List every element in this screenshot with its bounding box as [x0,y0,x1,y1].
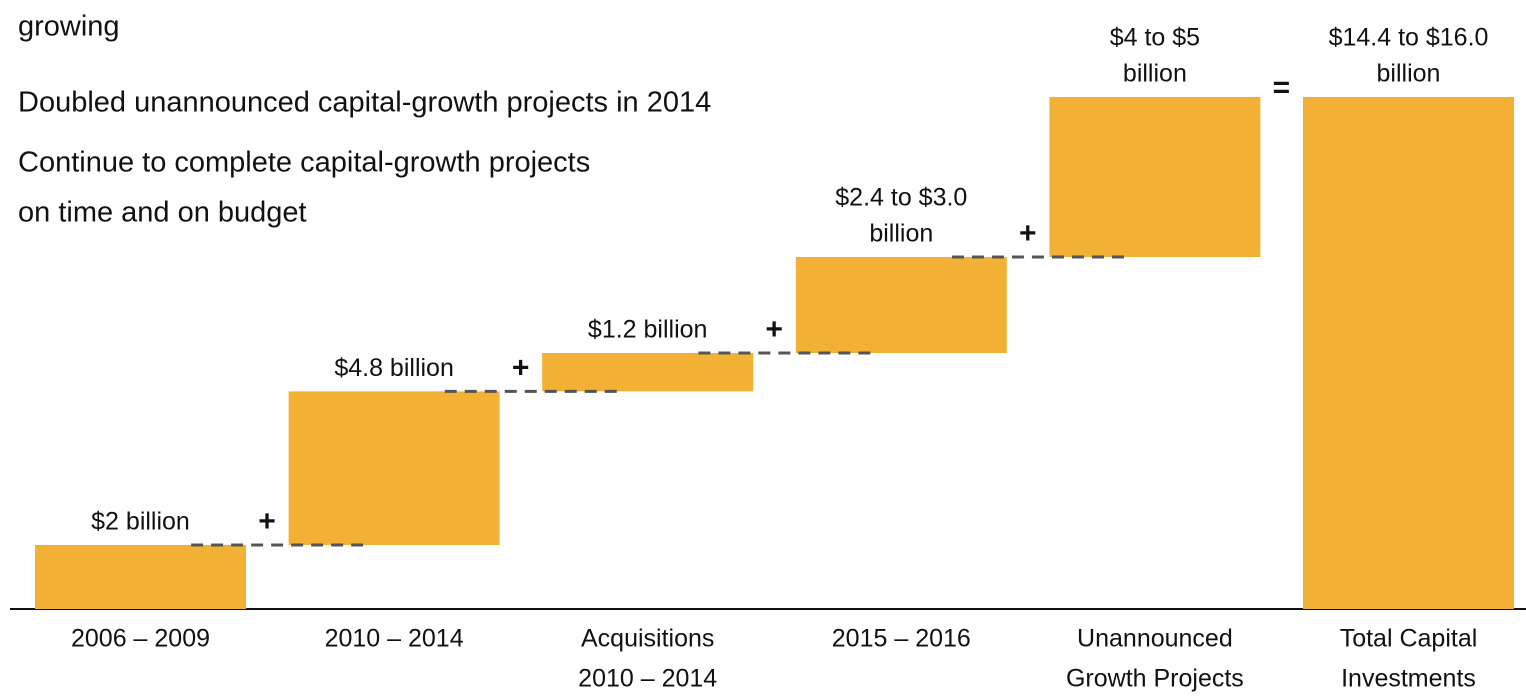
operator: + [258,505,276,538]
bar [542,353,754,392]
note: growing [18,11,120,43]
x-tick-label: Acquisitions [581,625,714,653]
x-tick-label: Unannounced [1077,625,1233,653]
bar [288,391,500,545]
operator: + [1019,217,1037,250]
value-label: $14.4 to $16.0 [1329,24,1489,52]
note: Continue to complete capital-growth proj… [18,147,590,179]
bar [1303,97,1514,609]
value-label: billion [869,220,933,248]
x-tick-label: Investments [1341,665,1476,693]
bar [35,545,246,609]
x-tick-label: Total Capital [1340,625,1478,653]
value-label: billion [1123,60,1187,88]
note: Doubled unannounced capital-growth proje… [18,87,711,119]
x-tick-label: 2010 – 2014 [578,665,717,693]
x-tick-label: 2010 – 2014 [325,625,464,653]
note: on time and on budget [18,197,307,229]
x-tick-label: 2006 – 2009 [71,625,210,653]
value-label: $1.2 billion [588,316,708,344]
value-label: $2.4 to $3.0 [835,184,967,212]
operator: + [765,313,783,346]
operator: + [512,351,530,384]
value-label: $4.8 billion [334,354,454,382]
bar [1049,97,1261,257]
value-label: $4 to $5 [1110,24,1200,52]
x-tick-label: 2015 – 2016 [832,625,971,653]
operator: = [1273,71,1291,104]
bar [795,257,1007,353]
value-label: billion [1377,60,1441,88]
x-tick-label: Growth Projects [1066,665,1244,693]
value-label: $2 billion [91,508,190,536]
